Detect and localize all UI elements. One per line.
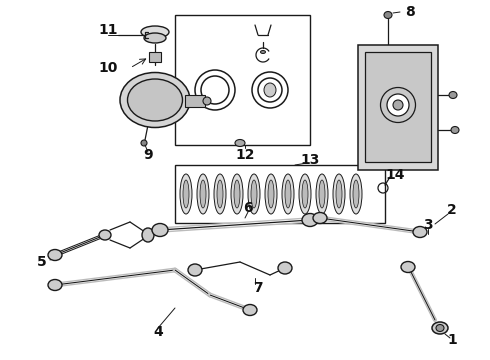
Ellipse shape <box>235 140 245 147</box>
Bar <box>175 165 385 223</box>
Ellipse shape <box>264 83 276 97</box>
Ellipse shape <box>387 94 409 116</box>
Ellipse shape <box>350 174 362 214</box>
Text: 1: 1 <box>447 333 457 347</box>
Ellipse shape <box>234 180 240 208</box>
Ellipse shape <box>299 174 311 214</box>
Ellipse shape <box>152 224 168 237</box>
Ellipse shape <box>141 140 147 146</box>
Text: 7: 7 <box>253 281 263 295</box>
Ellipse shape <box>144 33 166 43</box>
Ellipse shape <box>120 72 190 127</box>
Ellipse shape <box>201 76 229 104</box>
Ellipse shape <box>142 228 154 242</box>
Ellipse shape <box>302 213 318 226</box>
Polygon shape <box>270 195 460 300</box>
Ellipse shape <box>319 180 325 208</box>
Text: 4: 4 <box>153 325 163 339</box>
Text: 14: 14 <box>385 168 405 182</box>
Text: 8: 8 <box>405 5 415 19</box>
Ellipse shape <box>285 180 291 208</box>
Polygon shape <box>115 200 280 320</box>
Ellipse shape <box>127 79 182 121</box>
Ellipse shape <box>313 212 327 224</box>
Ellipse shape <box>353 180 359 208</box>
Ellipse shape <box>258 78 282 102</box>
Ellipse shape <box>333 174 345 214</box>
Ellipse shape <box>200 180 206 208</box>
Text: 6: 6 <box>243 201 253 215</box>
Bar <box>365 52 431 162</box>
Text: 2: 2 <box>447 203 457 217</box>
Text: 12: 12 <box>235 148 255 162</box>
Text: 5: 5 <box>37 255 47 269</box>
Ellipse shape <box>243 305 257 315</box>
Ellipse shape <box>302 180 308 208</box>
Ellipse shape <box>268 180 274 208</box>
Ellipse shape <box>251 180 257 208</box>
Ellipse shape <box>261 50 266 54</box>
Bar <box>149 52 161 62</box>
Ellipse shape <box>316 174 328 214</box>
Ellipse shape <box>48 249 62 261</box>
Text: 11: 11 <box>98 23 118 37</box>
Ellipse shape <box>413 226 427 238</box>
Ellipse shape <box>384 12 392 18</box>
Ellipse shape <box>252 72 288 108</box>
Text: 3: 3 <box>423 218 433 232</box>
Ellipse shape <box>432 322 448 334</box>
Ellipse shape <box>436 324 444 332</box>
Ellipse shape <box>214 174 226 214</box>
Ellipse shape <box>248 174 260 214</box>
Ellipse shape <box>265 174 277 214</box>
Ellipse shape <box>99 230 111 240</box>
Ellipse shape <box>203 97 211 105</box>
Bar <box>175 15 310 145</box>
Ellipse shape <box>449 91 457 99</box>
Ellipse shape <box>282 174 294 214</box>
Bar <box>358 45 438 170</box>
Ellipse shape <box>180 174 192 214</box>
Ellipse shape <box>48 279 62 291</box>
Ellipse shape <box>217 180 223 208</box>
Ellipse shape <box>401 261 415 273</box>
Ellipse shape <box>141 26 169 38</box>
Ellipse shape <box>336 180 342 208</box>
Ellipse shape <box>451 126 459 134</box>
Text: 13: 13 <box>300 153 319 167</box>
Ellipse shape <box>188 264 202 276</box>
Ellipse shape <box>195 70 235 110</box>
Ellipse shape <box>197 174 209 214</box>
Ellipse shape <box>183 180 189 208</box>
Bar <box>185 95 205 107</box>
Ellipse shape <box>278 262 292 274</box>
Ellipse shape <box>231 174 243 214</box>
Text: 10: 10 <box>98 61 118 75</box>
Ellipse shape <box>393 100 403 110</box>
Text: 9: 9 <box>143 148 153 162</box>
